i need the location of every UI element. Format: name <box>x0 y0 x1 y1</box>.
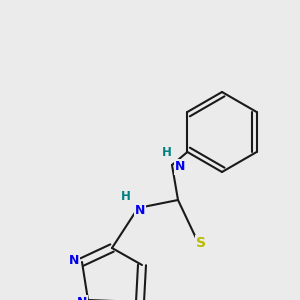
Text: H: H <box>121 190 131 202</box>
Text: N: N <box>135 205 145 218</box>
Text: H: H <box>162 146 172 160</box>
Text: N: N <box>77 296 87 300</box>
Text: N: N <box>175 160 185 173</box>
Text: S: S <box>196 236 206 250</box>
Text: N: N <box>69 254 79 266</box>
